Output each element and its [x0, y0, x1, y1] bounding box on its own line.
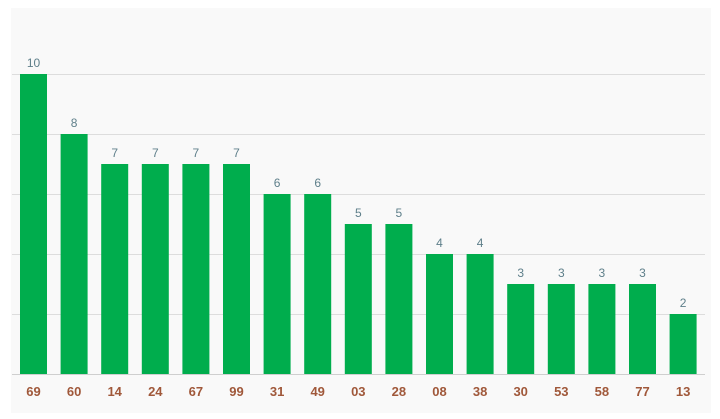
value-label-24: 7: [152, 146, 159, 160]
bar-99: [223, 164, 250, 374]
x-tick-label-69: 69: [26, 384, 40, 399]
bar-14: [101, 164, 129, 374]
bar-31: [263, 194, 291, 374]
value-labels: 10 8 7 7 7 7 6 6 5 5 4 4 3 3 3 3 2: [27, 56, 687, 310]
x-tick-label-14: 14: [107, 384, 122, 399]
x-tick-label-53: 53: [554, 384, 568, 399]
bar-67: [182, 164, 210, 374]
bar-24: [141, 164, 169, 374]
x-tick-labels: 69 60 14 24 67 99 31 49 03 28 08 38 30 53 58 77 13: [26, 384, 690, 399]
value-label-69: 10: [27, 56, 41, 70]
value-label-30: 3: [517, 266, 524, 280]
value-label-58: 3: [599, 266, 606, 280]
x-tick-label-58: 58: [595, 384, 609, 399]
value-label-77: 3: [639, 266, 646, 280]
bar-49: [304, 194, 332, 374]
value-label-03: 5: [355, 206, 362, 220]
x-tick-label-28: 28: [392, 384, 406, 399]
value-label-49: 6: [314, 176, 321, 190]
bar-69: [20, 74, 47, 374]
bar-03: [344, 224, 372, 374]
x-tick-label-99: 99: [229, 384, 243, 399]
x-tick-label-60: 60: [67, 384, 81, 399]
x-tick-label-30: 30: [513, 384, 527, 399]
bar-08: [426, 254, 453, 374]
value-label-08: 4: [436, 236, 443, 250]
bar-77: [629, 284, 656, 374]
bar-38: [466, 254, 494, 374]
value-label-13: 2: [680, 296, 687, 310]
value-label-14: 7: [111, 146, 118, 160]
bar-13: [669, 314, 697, 374]
x-tick-label-08: 08: [432, 384, 446, 399]
value-label-99: 7: [233, 146, 240, 160]
value-label-31: 6: [274, 176, 281, 190]
x-tick-label-38: 38: [473, 384, 487, 399]
bar-58: [588, 284, 616, 374]
bars: [20, 74, 697, 374]
value-label-28: 5: [396, 206, 403, 220]
x-tick-label-67: 67: [189, 384, 203, 399]
x-tick-label-31: 31: [270, 384, 284, 399]
bar-60: [60, 134, 88, 374]
x-tick-label-24: 24: [148, 384, 163, 399]
x-tick-label-77: 77: [635, 384, 649, 399]
bar-30: [507, 284, 535, 374]
value-label-53: 3: [558, 266, 565, 280]
bar-53: [547, 284, 575, 374]
x-tick-label-49: 49: [310, 384, 324, 399]
value-label-67: 7: [193, 146, 200, 160]
value-label-60: 8: [71, 116, 78, 130]
bar-28: [385, 224, 413, 374]
x-tick-label-03: 03: [351, 384, 365, 399]
x-tick-label-13: 13: [676, 384, 690, 399]
value-label-38: 4: [477, 236, 484, 250]
